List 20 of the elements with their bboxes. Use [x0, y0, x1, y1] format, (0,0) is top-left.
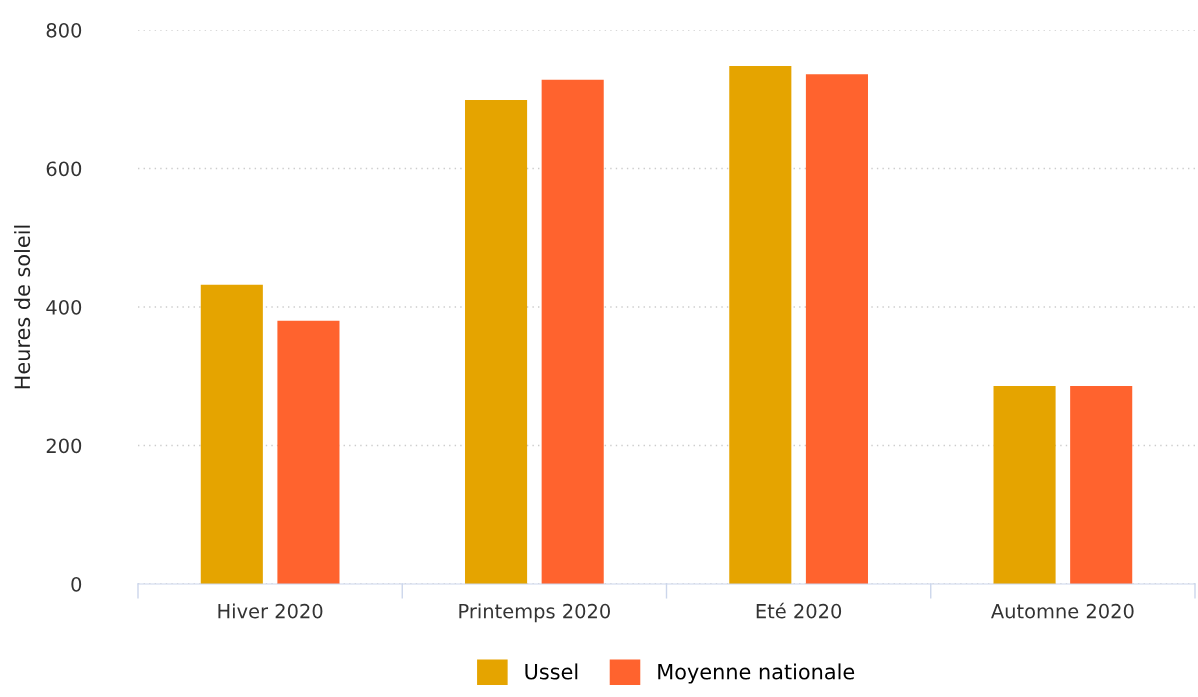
legend-label: Moyenne nationale — [658, 663, 855, 684]
legend-label: Ussel — [525, 663, 578, 680]
y-tick-label: 800 — [46, 22, 82, 38]
bar — [200, 284, 263, 584]
bar — [1070, 385, 1133, 584]
bar — [465, 99, 528, 584]
bar — [993, 385, 1056, 584]
y-tick-label: 600 — [46, 161, 82, 177]
x-tick-label: Eté 2020 — [756, 602, 842, 619]
bar — [805, 74, 868, 584]
x-tick-label: Printemps 2020 — [459, 603, 610, 623]
y-tick-label: 0 — [71, 576, 82, 592]
bar — [277, 320, 340, 584]
bar — [541, 79, 604, 584]
x-tick-label: Automne 2020 — [991, 603, 1134, 619]
bar — [729, 66, 792, 584]
y-tick-label: 200 — [46, 438, 82, 454]
y-axis-title: Heures de soleil — [14, 225, 31, 389]
y-tick-label: 400 — [46, 299, 82, 315]
x-tick-label: Hiver 2020 — [218, 603, 323, 619]
